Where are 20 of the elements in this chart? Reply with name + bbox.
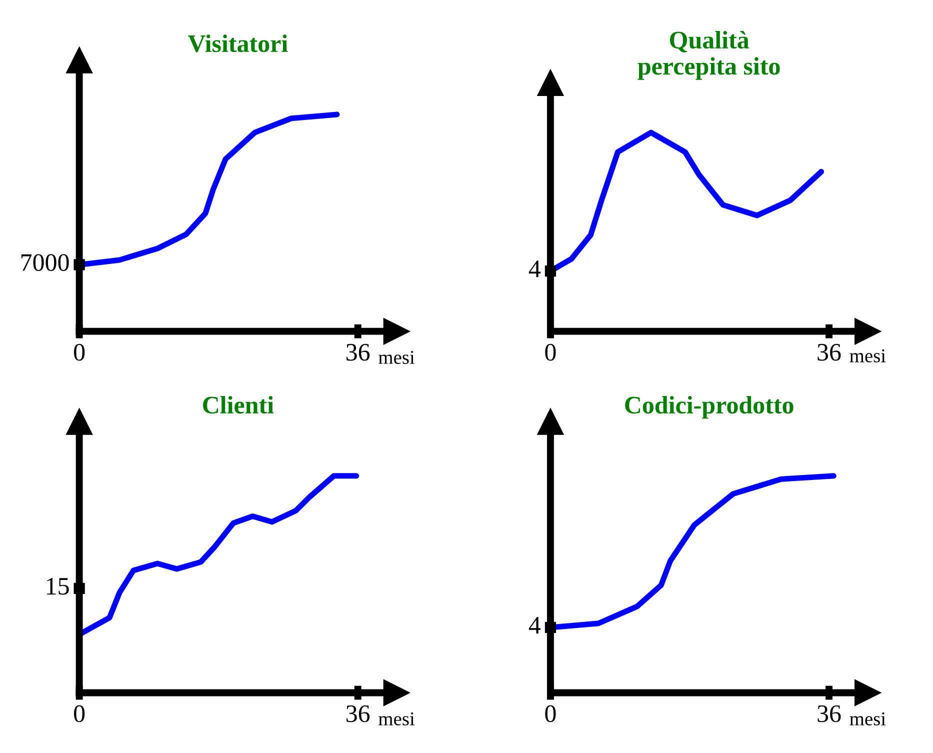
x-tick-label: 36 [818,705,841,722]
x-tick-label: 0 [74,705,85,722]
x-tick-label: 36 [346,705,370,722]
text: 4 [528,617,541,634]
x-tick-label: 0 [545,344,556,361]
chart-title: Visitatori [188,34,288,52]
chart-title: Qualità percepita sito [638,30,780,80]
x-tick-label: 0 [74,344,85,361]
x-axis-title: mesi [850,712,886,726]
text: 7000 [21,254,69,271]
x-axis-title: mesi [378,350,415,364]
text: 15 [46,578,69,595]
x-tick-label: 0 [545,705,556,722]
text: 4 [528,260,541,278]
chart-title: Codici-prodotto [625,396,794,419]
chart-title: Clienti [203,396,274,414]
x-axis-title: mesi [850,349,886,362]
x-axis-title: mesi [378,712,415,726]
x-tick-label: 36 [818,344,841,361]
x-tick-label: 36 [346,344,370,361]
